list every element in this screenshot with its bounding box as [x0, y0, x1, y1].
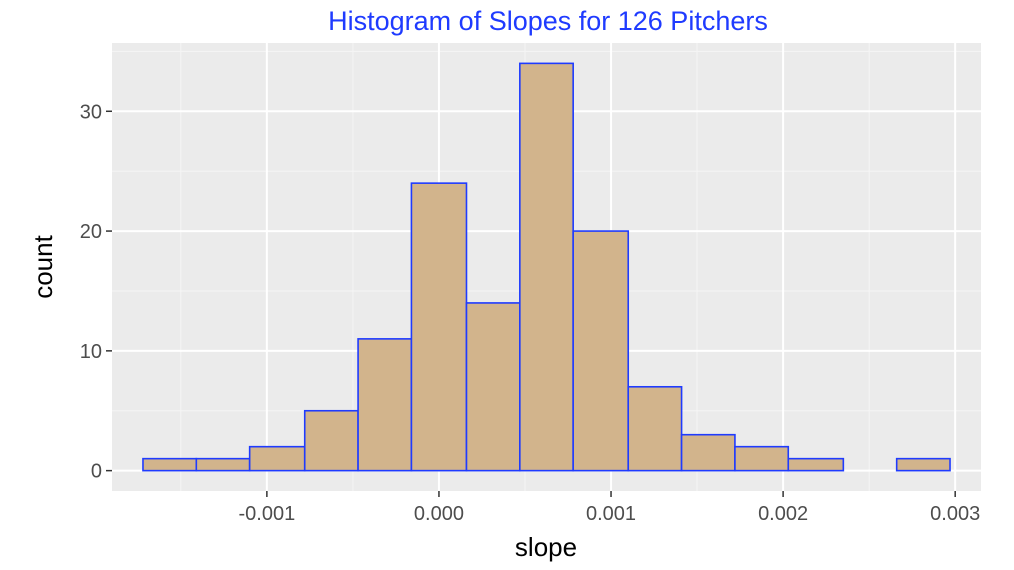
histogram-bar	[572, 230, 630, 472]
chart-title: Histogram of Slopes for 126 Pitchers	[328, 6, 768, 36]
histogram-bar	[787, 457, 845, 472]
histogram-bar	[195, 457, 251, 472]
histogram-bar	[248, 445, 306, 472]
x-tick-label: 0.003	[930, 503, 980, 525]
x-axis: -0.001 0.000 0.001 0.002 0.003	[239, 491, 980, 525]
histogram-bar	[465, 302, 521, 472]
histogram-bar	[627, 385, 683, 472]
y-tick-label: 20	[80, 221, 102, 243]
histogram-bar	[895, 457, 951, 472]
histogram-bar	[410, 182, 468, 472]
histogram-bars	[142, 62, 951, 472]
y-axis: 0 10 20 30	[80, 101, 112, 483]
histogram-bar	[734, 445, 790, 472]
histogram-bar	[519, 62, 574, 472]
histogram-bar	[680, 433, 736, 472]
histogram-bar	[303, 409, 359, 472]
histogram-bar	[357, 338, 413, 472]
x-tick-label: -0.001	[239, 503, 296, 525]
y-tick-label: 30	[80, 101, 102, 123]
y-axis-title: count	[28, 234, 58, 298]
x-tick-label: 0.001	[586, 503, 636, 525]
x-tick-label: 0.000	[414, 503, 464, 525]
x-axis-title: slope	[515, 532, 577, 562]
x-tick-label: 0.002	[758, 503, 808, 525]
y-tick-label: 0	[91, 461, 102, 483]
histogram-bar	[142, 457, 198, 472]
y-tick-label: 10	[80, 341, 102, 363]
